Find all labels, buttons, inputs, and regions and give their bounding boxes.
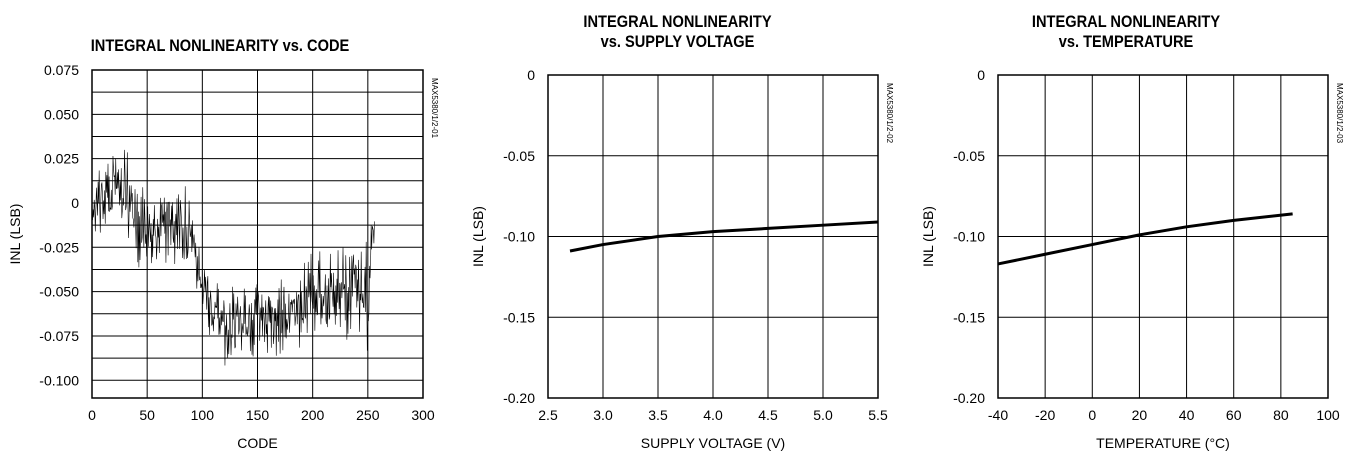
chart-title-line-1: INTEGRAL NONLINEARITY — [583, 12, 772, 31]
x-tick-label: 4.0 — [703, 407, 723, 423]
x-tick-label: 0 — [1088, 407, 1096, 423]
y-tick-label: -0.20 — [953, 390, 985, 406]
plot-frame — [91, 69, 424, 399]
y-tick-label: 0.075 — [44, 62, 79, 78]
plot-svg: -40 -20 0 20 40 60 80 100 0 -0.05 -0.10 -0.15 -0.20 T… — [920, 67, 1344, 451]
x-tick-label: -20 — [1035, 407, 1055, 423]
chart-inl-vs-supply-voltage: INTEGRAL NONLINEARITY vs. SUPPLY VOLTAGE… — [455, 0, 900, 460]
y-axis-label: INL (LSB) — [920, 206, 936, 267]
y-tick-label: -0.15 — [953, 309, 985, 325]
y-tick-label: -0.05 — [503, 148, 535, 164]
y-tick-label: 0.050 — [44, 106, 79, 122]
x-tick-label: 300 — [411, 407, 435, 423]
y-tick-label: 0 — [527, 67, 535, 83]
y-tick-label: -0.075 — [39, 328, 79, 344]
y-axis-label: INL (LSB) — [470, 206, 486, 267]
y-tick-label: -0.05 — [953, 148, 985, 164]
x-tick-label: -40 — [988, 407, 1008, 423]
y-tick-label: -0.15 — [503, 309, 535, 325]
y-axis-label: INL (LSB) — [7, 204, 23, 265]
x-tick-label: 2.5 — [538, 407, 558, 423]
x-tick-label: 5.5 — [868, 407, 888, 423]
figure-id-label: MAX5380/1/2-03 — [1335, 83, 1344, 144]
y-tick-label: -0.20 — [503, 390, 535, 406]
chart-title-line-1: INTEGRAL NONLINEARITY — [1031, 12, 1221, 31]
x-axis-label: SUPPLY VOLTAGE (V) — [641, 435, 785, 451]
x-tick-label: 0 — [88, 407, 96, 423]
y-tick-label: -0.050 — [39, 284, 79, 300]
chart-title-line-2: vs. TEMPERATURE — [1058, 32, 1194, 51]
grid — [997, 74, 1329, 399]
x-axis-label: CODE — [237, 435, 277, 451]
series-line — [91, 149, 375, 366]
x-tick-label: 50 — [139, 407, 155, 423]
x-tick-label: 3.0 — [593, 407, 613, 423]
y-tick-label: -0.025 — [39, 239, 79, 255]
plot-frame — [997, 74, 1329, 399]
y-tick-label: -0.10 — [953, 229, 985, 245]
x-tick-label: 100 — [191, 407, 215, 423]
x-tick-label: 150 — [246, 407, 270, 423]
x-tick-label: 5.0 — [813, 407, 833, 423]
x-tick-label: 200 — [301, 407, 325, 423]
x-tick-label: 4.5 — [758, 407, 778, 423]
y-tick-label: 0 — [977, 67, 985, 83]
x-tick-label: 20 — [1132, 407, 1148, 423]
chart-title: INTEGRAL NONLINEARITY vs. CODE — [90, 36, 350, 55]
chart-title-line-2: vs. SUPPLY VOLTAGE — [600, 32, 755, 51]
y-tick-label: 0.025 — [44, 151, 79, 167]
x-tick-label: 40 — [1179, 407, 1195, 423]
grid — [91, 69, 424, 398]
series-line — [997, 212, 1293, 266]
y-tick-label: -0.10 — [503, 229, 535, 245]
series-line — [569, 220, 879, 253]
figure-id-label: MAX5380/1/2-01 — [430, 78, 439, 139]
x-tick-label: 250 — [356, 407, 380, 423]
plot-svg: 0 50 100 150 200 250 300 0.075 0.050 0.025 0 -0.025… — [7, 62, 439, 451]
x-axis-label: TEMPERATURE (°C) — [1096, 435, 1230, 451]
x-tick-label: 80 — [1273, 407, 1289, 423]
plot-frame — [547, 74, 879, 399]
figure-id-label: MAX5380/1/2-02 — [885, 83, 894, 144]
chart-inl-vs-temperature: INTEGRAL NONLINEARITY vs. TEMPERATURE -4… — [905, 0, 1347, 460]
x-tick-label: 3.5 — [648, 407, 668, 423]
y-tick-label: -0.100 — [39, 372, 79, 388]
x-tick-label: 60 — [1226, 407, 1242, 423]
grid — [547, 74, 879, 399]
plot-svg: 2.5 3.0 3.5 4.0 4.5 5.0 5.5 0 -0.05 -0.10 -0.15 -0.… — [470, 67, 894, 451]
x-tick-label: 100 — [1316, 407, 1340, 423]
y-tick-label: 0 — [71, 195, 79, 211]
chart-inl-vs-code: INTEGRAL NONLINEARITY vs. CODE 0 50 100 150… — [0, 0, 440, 460]
